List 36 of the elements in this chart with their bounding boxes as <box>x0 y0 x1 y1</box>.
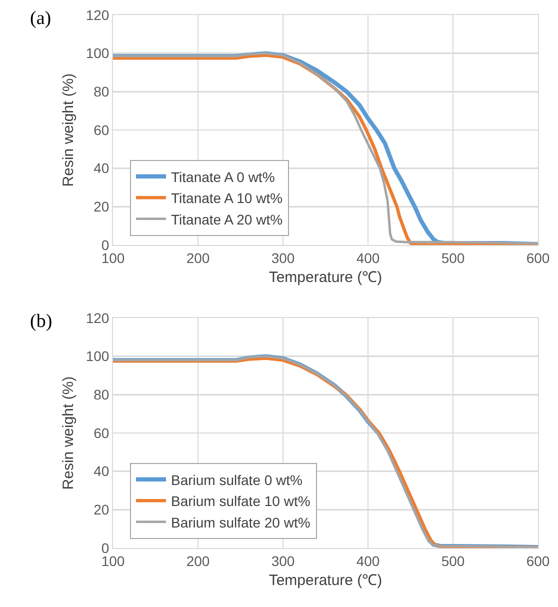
y-tick-label: 0 <box>101 236 110 253</box>
x-tick-label: 500 <box>441 250 465 266</box>
legend-label: Barium sulfate 10 wt% <box>171 493 310 510</box>
y-axis-title: Resin weight (%) <box>60 73 78 187</box>
y-tick-label: 120 <box>86 310 110 326</box>
y-tick-label: 60 <box>94 424 110 441</box>
x-tick-label: 400 <box>356 552 380 569</box>
y-tick-label: 40 <box>94 463 110 480</box>
x-axis-title: Temperature (℃) <box>268 268 382 286</box>
legend-label: Barium sulfate 20 wt% <box>171 514 310 530</box>
y-axis-title: Resin weight (%) <box>60 376 78 490</box>
x-tick-label: 600 <box>526 552 550 569</box>
y-tick-label: 20 <box>94 502 110 518</box>
legend-label: Titanate A 20 wt% <box>171 211 283 228</box>
x-tick-label: 300 <box>271 552 295 569</box>
x-axis-title: Temperature (℃) <box>268 572 382 589</box>
y-tick-label: 100 <box>86 45 110 62</box>
legend-label: Barium sulfate 0 wt% <box>171 472 302 488</box>
x-tick-label: 500 <box>441 552 465 569</box>
text: (a) <box>30 8 52 29</box>
y-tick-label: 80 <box>94 386 110 403</box>
y-tick-label: 20 <box>94 198 110 215</box>
y-tick-label: 100 <box>86 348 110 364</box>
x-tick-label: 200 <box>186 552 210 569</box>
text: (b) <box>30 311 52 332</box>
x-tick-label: 400 <box>356 250 380 266</box>
y-tick-label: 0 <box>101 540 110 556</box>
y-tick-label: 40 <box>94 160 110 176</box>
legend-label: Titanate A 10 wt% <box>171 190 283 206</box>
x-tick-label: 300 <box>271 250 295 266</box>
legend-label: Titanate A 0 wt% <box>171 168 275 185</box>
y-tick-label: 120 <box>86 6 110 23</box>
y-tick-label: 60 <box>94 122 110 138</box>
x-tick-label: 600 <box>526 250 550 266</box>
x-tick-label: 200 <box>186 250 210 266</box>
y-tick-label: 80 <box>94 84 110 100</box>
